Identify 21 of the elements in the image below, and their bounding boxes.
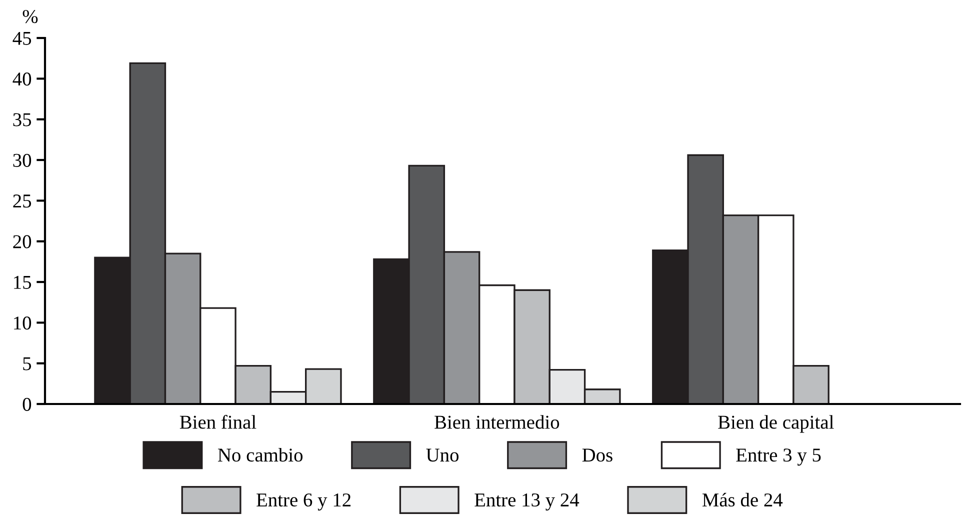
legend-label: Más de 24 [702, 492, 783, 507]
x-tick-label: Bien final [180, 414, 256, 429]
y-tick-label: 35 [13, 113, 32, 126]
y-tick-label: 0 [22, 398, 32, 411]
y-tick-label: 45 [12, 32, 32, 45]
legend-label: No cambio [218, 448, 303, 462]
legend-label: Entre 3 y 5 [736, 448, 821, 466]
y-tick-label: 5 [23, 357, 32, 370]
legend-label: Entre 6 y 12 [256, 493, 351, 511]
y-tick-label: 30 [13, 154, 32, 167]
y-tick-label: 15 [14, 276, 32, 289]
legend-label: Uno [426, 448, 459, 462]
legend-label: Dos [582, 448, 612, 462]
y-tick-label: 20 [13, 235, 32, 248]
y-tick-label: 40 [12, 72, 32, 86]
y-tick-label: 10 [14, 316, 32, 330]
legend-label: Entre 13 y 24 [474, 493, 580, 511]
y-tick-label: 25 [13, 194, 32, 208]
y-axis-title: % [22, 10, 38, 24]
x-tick-label: Bien de capital [718, 415, 834, 433]
x-tick-label: Bien intermedio [434, 415, 560, 429]
